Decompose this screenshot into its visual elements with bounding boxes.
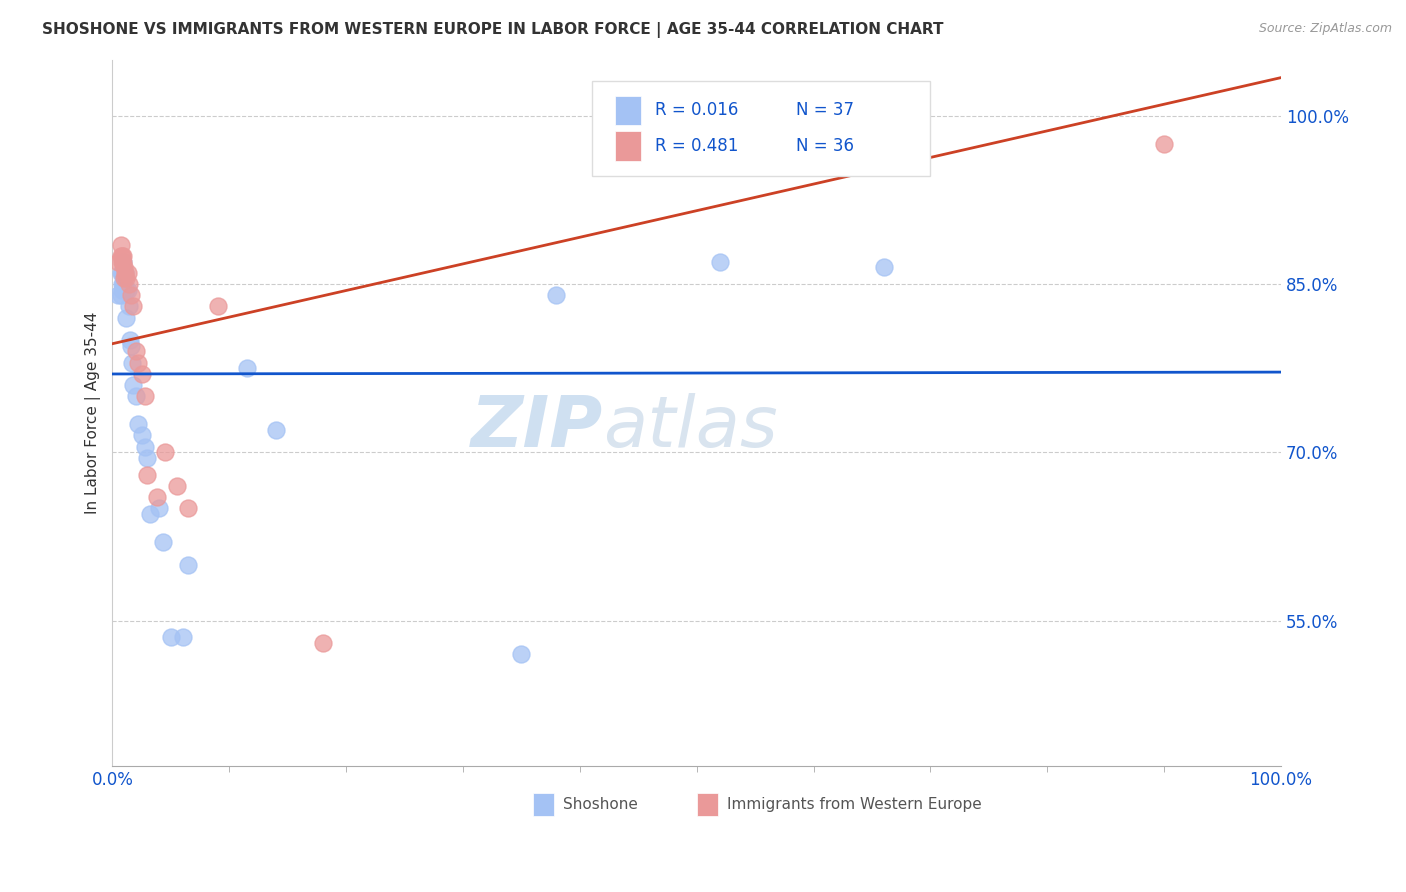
Point [112,260,135,275]
Point [177,501,200,516]
Point [110,288,132,302]
Point [111,249,134,263]
Point [825,156,848,170]
Point [125,389,148,403]
Text: Immigrants from Western Europe: Immigrants from Western Europe [727,797,981,812]
Point [120,288,142,302]
Point [1153,136,1175,151]
FancyBboxPatch shape [614,131,641,161]
Point [510,647,533,661]
Point [207,300,229,314]
Point [838,153,860,168]
Point [131,367,153,381]
Text: atlas: atlas [603,392,778,462]
Point [111,254,134,268]
Point [146,490,169,504]
Point [860,148,883,162]
Point [136,450,159,465]
Text: N = 37: N = 37 [796,102,853,120]
Text: R = 0.016: R = 0.016 [655,102,738,120]
Point [125,344,148,359]
Point [127,355,149,369]
Point [118,300,141,314]
Point [107,254,129,268]
Point [118,277,141,291]
Point [115,310,138,325]
Point [131,428,153,442]
Point [803,148,825,162]
Point [110,237,132,252]
Point [838,148,860,162]
Point [118,333,141,347]
Point [264,423,287,437]
Point [152,535,174,549]
FancyBboxPatch shape [592,81,931,177]
Point [148,501,170,516]
Point [111,266,134,280]
Point [114,266,136,280]
Point [814,148,837,162]
Point [825,153,848,168]
Text: N = 36: N = 36 [796,136,853,155]
Point [110,249,132,263]
Point [111,283,134,297]
Point [120,339,142,353]
Point [312,636,335,650]
Point [111,249,134,263]
Point [112,271,135,285]
Point [127,417,149,432]
Point [139,507,162,521]
Point [122,378,145,392]
Text: Shoshone: Shoshone [564,797,638,812]
Point [166,479,188,493]
Point [115,283,138,297]
Text: SHOSHONE VS IMMIGRANTS FROM WESTERN EUROPE IN LABOR FORCE | AGE 35-44 CORRELATIO: SHOSHONE VS IMMIGRANTS FROM WESTERN EURO… [42,22,943,38]
Point [111,277,134,291]
Point [115,271,138,285]
Point [111,254,134,268]
Point [112,266,135,280]
Point [117,283,139,297]
Point [709,254,731,268]
Point [112,268,135,282]
Point [134,440,156,454]
Point [112,271,135,285]
Text: R = 0.481: R = 0.481 [655,136,738,155]
FancyBboxPatch shape [533,793,554,816]
Point [546,288,568,302]
Point [849,148,872,162]
FancyBboxPatch shape [697,793,717,816]
Point [236,361,259,376]
Point [110,266,132,280]
Point [122,300,145,314]
Point [872,260,894,275]
Text: ZIP: ZIP [471,392,603,462]
Point [111,254,134,268]
Point [744,142,766,156]
Point [172,631,194,645]
Point [114,266,136,280]
Text: Source: ZipAtlas.com: Source: ZipAtlas.com [1258,22,1392,36]
FancyBboxPatch shape [614,95,641,126]
Y-axis label: In Labor Force | Age 35-44: In Labor Force | Age 35-44 [86,312,101,514]
Point [153,445,176,459]
Point [160,631,183,645]
Point [177,558,200,572]
Point [134,389,156,403]
Point [136,467,159,482]
Point [107,288,129,302]
Point [111,277,134,291]
Point [121,355,143,369]
Point [117,266,139,280]
